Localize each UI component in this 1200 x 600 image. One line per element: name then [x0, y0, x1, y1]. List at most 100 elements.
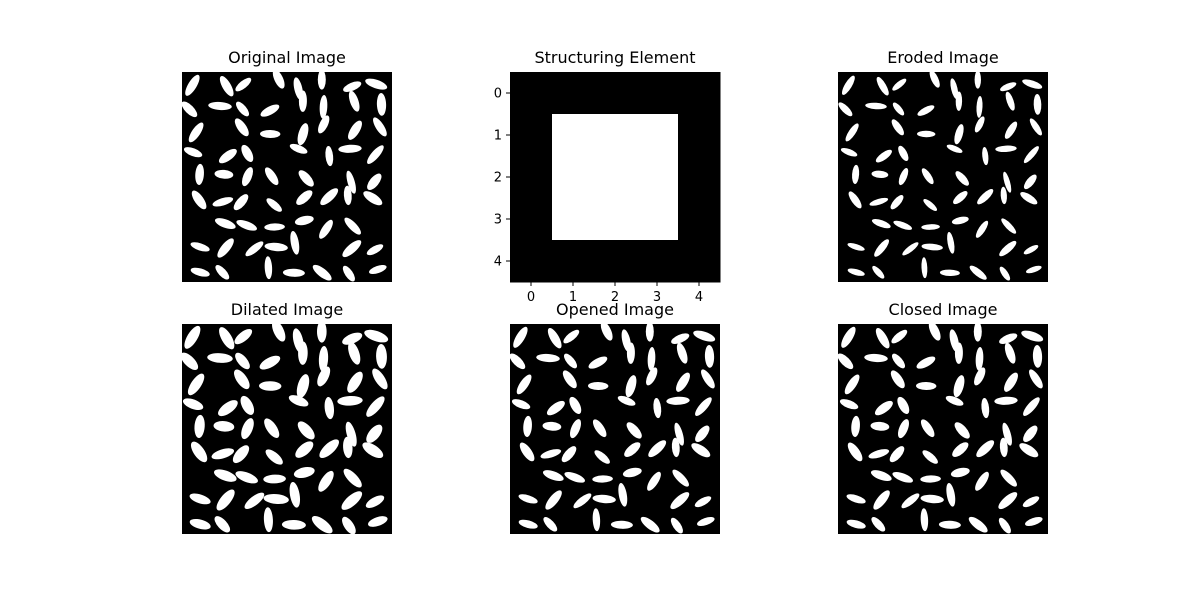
- rice-grain: [626, 422, 642, 439]
- rice-grain: [868, 449, 890, 459]
- rice-grain: [864, 353, 888, 363]
- rice-grain: [236, 219, 257, 231]
- se-cell-r3-c4: [678, 198, 721, 241]
- rice-grain: [542, 470, 564, 482]
- rice-grain: [563, 329, 580, 344]
- rice-grain: [622, 467, 642, 478]
- rice-grain: [921, 224, 940, 230]
- rice-grain: [513, 326, 528, 348]
- rice-grain: [263, 493, 289, 505]
- rice-grain: [1023, 425, 1038, 443]
- rice-grain: [1021, 330, 1044, 342]
- rice-grain: [217, 238, 234, 258]
- rice-grain: [320, 188, 339, 206]
- rice-grain: [841, 75, 855, 95]
- se-cell-r2-c3: [636, 156, 679, 199]
- rice-grain: [1004, 342, 1016, 364]
- x-tick-label: 0: [527, 290, 535, 305]
- rice-grain: [317, 366, 331, 387]
- rice-grain: [954, 422, 970, 439]
- rice-grain: [263, 507, 273, 533]
- x-tick-label: 4: [695, 290, 703, 305]
- rice-grain: [342, 240, 362, 258]
- rice-grain: [264, 167, 279, 186]
- rice-grain: [540, 449, 562, 459]
- rice-grain: [235, 471, 258, 484]
- rice-grain: [241, 418, 254, 440]
- rice-grain: [917, 130, 936, 138]
- rice-grain: [921, 257, 928, 279]
- rice-grain: [670, 492, 690, 510]
- rice-grain: [1023, 174, 1037, 190]
- rice-grain: [1004, 121, 1018, 139]
- rice-grain: [366, 244, 384, 256]
- rice-grain: [1033, 94, 1042, 115]
- rice-grain: [341, 491, 363, 510]
- rice-grain: [890, 195, 904, 210]
- rice-grain: [998, 492, 1018, 510]
- rice-grain: [891, 119, 904, 136]
- rice-grain: [296, 190, 313, 205]
- rice-grain: [704, 345, 715, 368]
- rice-grain: [588, 356, 608, 369]
- rice-grain: [264, 242, 288, 252]
- rice-grain: [975, 347, 984, 371]
- x-tick-label: 2: [611, 290, 619, 305]
- rice-grain: [367, 145, 384, 164]
- rice-grain: [263, 474, 286, 484]
- rice-grain: [1002, 422, 1012, 446]
- rice-grain: [939, 269, 960, 277]
- rice-grain: [875, 328, 890, 349]
- rice-grain: [921, 168, 934, 185]
- se-cell-r4-c0: [510, 240, 553, 283]
- rice-grain: [212, 197, 234, 207]
- rice-grain: [325, 146, 334, 167]
- rice-grain: [845, 123, 859, 142]
- rice-grain: [954, 124, 964, 145]
- closed-image-title: Closed Image: [888, 300, 998, 319]
- rice-grain: [194, 414, 205, 438]
- rice-grain: [234, 118, 249, 137]
- rice-grain: [293, 466, 315, 479]
- rice-grain: [369, 264, 387, 275]
- se-cell-r2-c1: [552, 156, 595, 199]
- rice-grain: [312, 264, 332, 281]
- rice-grain: [625, 375, 637, 398]
- rice-grain: [873, 490, 890, 510]
- se-cell-r1-c2: [594, 114, 637, 157]
- rice-grain: [235, 352, 250, 370]
- se-cell-r1-c3: [636, 114, 679, 157]
- rice-grain: [588, 381, 609, 391]
- rice-grain: [916, 381, 937, 391]
- rice-grain: [546, 400, 565, 416]
- rice-grain: [543, 517, 558, 532]
- rice-grain: [297, 421, 315, 440]
- rice-grain: [317, 72, 326, 90]
- rice-grain: [975, 471, 989, 491]
- rice-grain: [955, 171, 969, 186]
- se-cell-r0-c2: [594, 72, 637, 115]
- rice-grain: [917, 105, 935, 116]
- y-tick-label: 2: [494, 171, 502, 186]
- rice-grain: [953, 191, 968, 205]
- rice-grain: [600, 324, 613, 341]
- rice-grain: [851, 415, 860, 437]
- rice-grain: [338, 144, 362, 153]
- rice-grain: [213, 469, 237, 482]
- rice-grain: [1020, 191, 1038, 205]
- rice-grain: [511, 399, 531, 410]
- original-image: [182, 72, 392, 282]
- se-cell-r0-c4: [678, 72, 721, 115]
- rice-grain: [946, 144, 963, 153]
- rice-grain: [348, 90, 360, 112]
- rice-grain: [874, 239, 890, 257]
- x-tick-label: 1: [569, 290, 577, 305]
- rice-grain: [691, 443, 711, 458]
- rice-grain: [318, 346, 329, 372]
- rice-grain: [852, 164, 860, 184]
- rice-grain: [998, 517, 1011, 534]
- rice-grain: [185, 74, 200, 96]
- rice-grain: [676, 342, 688, 364]
- rice-grain: [542, 421, 562, 431]
- rice-grain: [838, 102, 853, 117]
